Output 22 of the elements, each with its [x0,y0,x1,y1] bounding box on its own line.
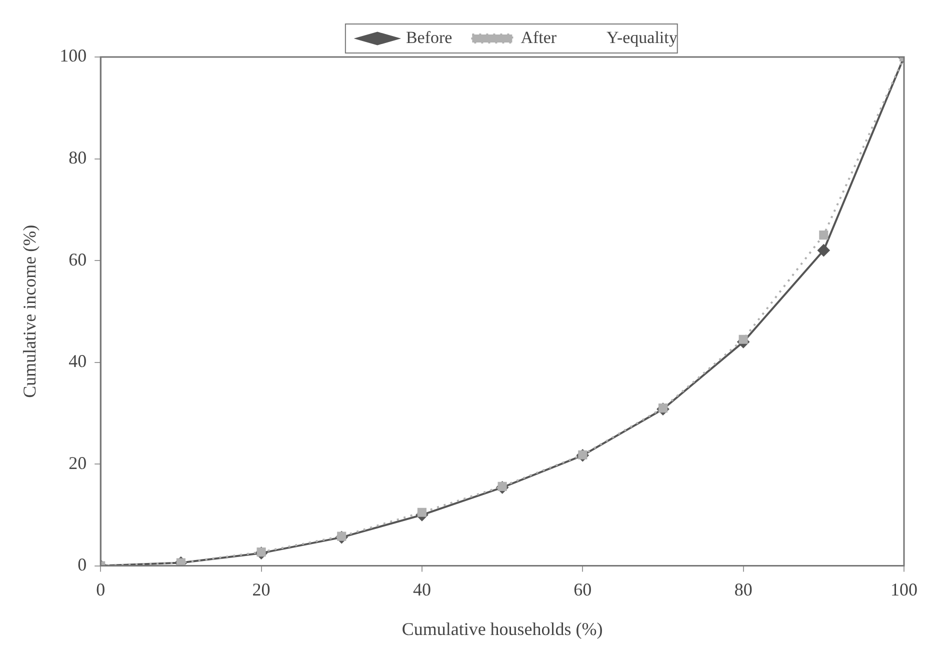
legend-label: Before [406,28,452,47]
y-tick-label: 80 [68,147,87,168]
x-axis-title: Cumulative households (%) [402,618,603,639]
y-axis-title: Cumulative income (%) [20,224,40,398]
x-tick-label: 60 [574,579,592,600]
x-tick-label: 0 [96,579,106,600]
x-tick-label: 80 [734,579,752,600]
text: Y-equality [606,28,678,47]
point [819,230,828,240]
y-tick-label: 20 [68,452,87,473]
y-tick-label: 0 [78,554,87,575]
y-tick-label: 40 [68,351,87,372]
legend-label: After [520,28,557,47]
y-tick-label: 100 [60,46,87,66]
y-tick-label: 60 [68,249,87,270]
x-tick-label: 40 [412,579,431,600]
point [818,244,830,256]
x-tick-label: 20 [252,579,270,600]
x-tick-label: 100 [890,579,918,600]
point [417,508,426,517]
point [738,334,748,344]
point [658,404,668,413]
